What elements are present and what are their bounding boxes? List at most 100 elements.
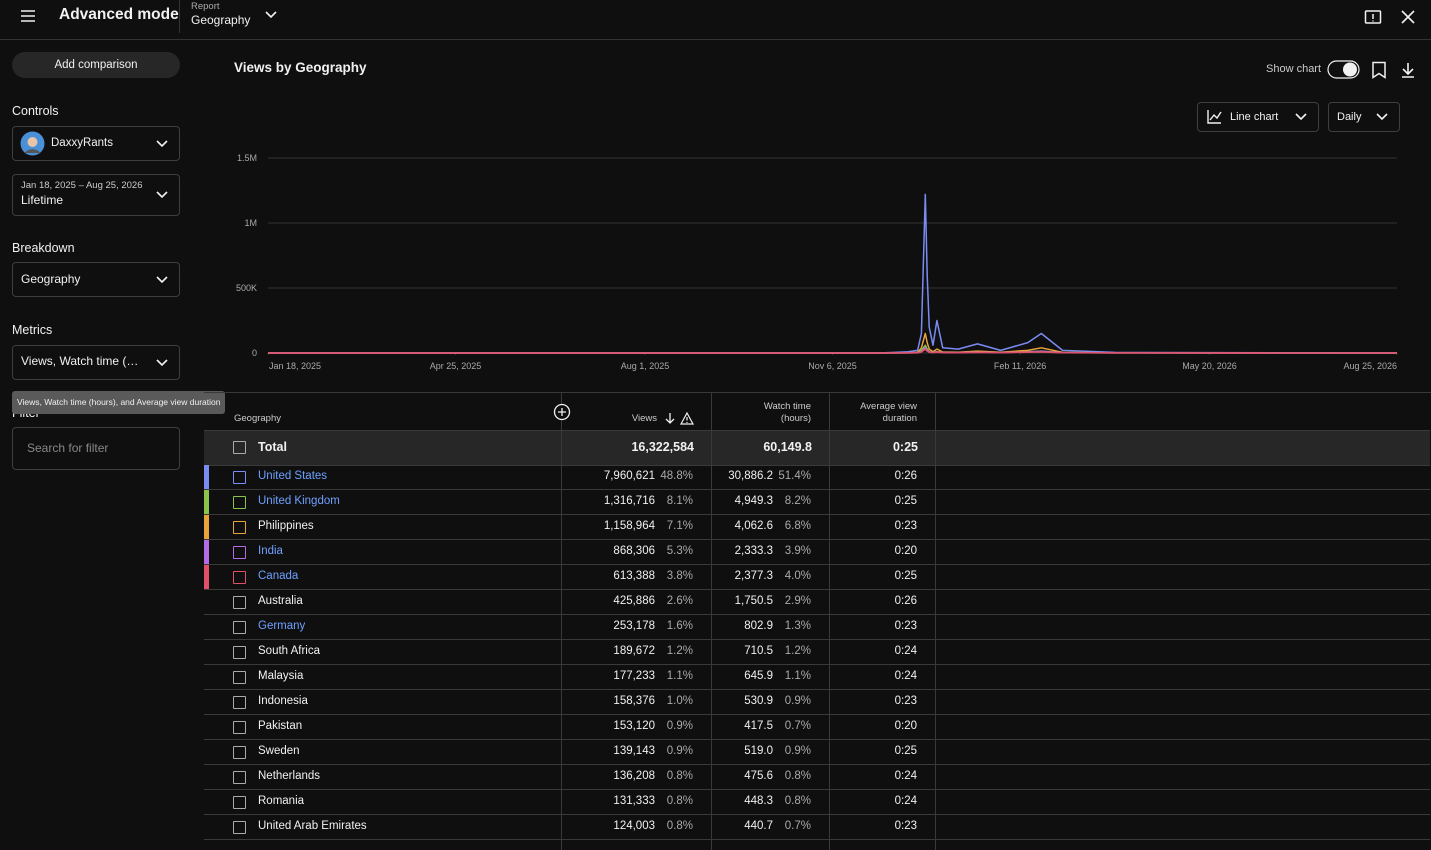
section-label: Breakdown (12, 241, 75, 255)
date-select[interactable] (12, 174, 180, 216)
sort-icons[interactable] (663, 412, 695, 426)
views: 124,003 (613, 820, 655, 832)
toggle[interactable] (1327, 60, 1360, 79)
top-bar (0, 0, 1431, 40)
watch-share: 0.7% (784, 720, 811, 732)
metrics-select[interactable] (12, 345, 180, 380)
views: 139,143 (613, 745, 655, 757)
menu-icon[interactable] (19, 8, 37, 24)
chevron[interactable] (1294, 111, 1308, 123)
row-color (204, 465, 209, 489)
report-value[interactable]: Geography (191, 13, 251, 27)
chevron[interactable] (155, 138, 169, 150)
country-name: Netherlands (258, 770, 321, 782)
row-separator (204, 514, 1430, 515)
column-header[interactable]: Average view duration (860, 401, 917, 424)
close-icon[interactable] (1400, 9, 1416, 25)
checkbox[interactable] (233, 796, 246, 809)
views: 7,960,621 (603, 470, 655, 482)
avg-duration: 0:24 (894, 770, 917, 782)
checkbox[interactable] (233, 521, 246, 534)
row-separator (204, 714, 1430, 715)
row-separator (204, 789, 1430, 790)
row-separator (204, 539, 1430, 540)
checkbox[interactable] (233, 596, 246, 609)
total-views: 16,322,584 (631, 440, 694, 454)
chevron[interactable] (1375, 111, 1389, 123)
views: 868,306 (613, 545, 655, 557)
views-share: 1.0% (666, 695, 693, 707)
country-name: Indonesia (258, 695, 308, 707)
row-separator (204, 614, 1430, 615)
add-comparison-button[interactable]: Add comparison (12, 52, 180, 78)
add-column-icon[interactable] (553, 403, 571, 421)
channel-name: DaxxyRants (51, 137, 113, 149)
country-link[interactable]: United Kingdom (258, 495, 340, 507)
avg-duration: 0:23 (894, 820, 917, 832)
checkbox[interactable] (233, 621, 246, 634)
checkbox[interactable] (233, 671, 246, 684)
checkbox[interactable] (233, 546, 246, 559)
chevron[interactable] (155, 189, 169, 201)
watch-time: 645.9 (744, 670, 773, 682)
column-divider (935, 393, 936, 850)
divider (179, 0, 180, 33)
channel-select[interactable] (12, 126, 180, 161)
watch-share: 2.9% (784, 595, 811, 607)
column-divider (561, 393, 562, 850)
row-color (204, 515, 209, 539)
download-icon[interactable] (1399, 61, 1417, 79)
checkbox[interactable] (233, 646, 246, 659)
country-name: Sweden (258, 745, 300, 757)
views-share: 1.6% (666, 620, 693, 632)
country-link[interactable]: Germany (258, 620, 306, 632)
avg-duration: 0:26 (894, 595, 917, 607)
line-chart-icon (1207, 110, 1222, 124)
watch-time: 448.3 (744, 795, 773, 807)
checkbox[interactable] (233, 496, 246, 509)
checkbox[interactable] (233, 696, 246, 709)
country-name: United Arab Emirates (258, 820, 367, 832)
x-tick-label: Apr 25, 2025 (430, 361, 482, 371)
avg-duration: 0:24 (894, 670, 917, 682)
chevron[interactable] (264, 9, 278, 21)
x-tick-label: Aug 25, 2026 (1343, 361, 1397, 371)
checkbox[interactable] (233, 746, 246, 759)
watch-share: 0.9% (784, 745, 811, 757)
row-color (204, 565, 209, 589)
row-separator (204, 664, 1430, 665)
country-link[interactable]: United States (258, 470, 328, 482)
row-separator (204, 814, 1430, 815)
checkbox[interactable] (233, 441, 246, 454)
country-link[interactable]: India (258, 545, 283, 557)
table-border (204, 392, 1431, 393)
column-header[interactable]: Views (631, 413, 657, 424)
views: 153,120 (613, 720, 655, 732)
checkbox[interactable] (233, 471, 246, 484)
bookmark-icon[interactable] (1371, 61, 1387, 79)
chevron[interactable] (155, 274, 169, 286)
y-tick-label: 1M (244, 218, 257, 228)
column-header[interactable]: Watch time (hours) (763, 401, 811, 424)
date-range: Jan 18, 2025 – Aug 25, 2026 (21, 180, 143, 191)
breakdown-select[interactable] (12, 262, 180, 297)
column-divider (829, 393, 830, 850)
y-tick-label: 1.5M (237, 153, 257, 163)
chevron[interactable] (155, 357, 169, 369)
interval-select[interactable] (1328, 102, 1400, 132)
x-tick-label: Nov 6, 2025 (808, 361, 857, 371)
checkbox[interactable] (233, 571, 246, 584)
watch-time: 1,750.5 (734, 595, 773, 607)
watch-time: 802.9 (744, 620, 773, 632)
views-share: 48.8% (660, 470, 693, 482)
checkbox[interactable] (233, 721, 246, 734)
checkbox[interactable] (233, 771, 246, 784)
avg-duration: 0:25 (894, 495, 917, 507)
country-link[interactable]: Canada (258, 570, 299, 582)
series-line (268, 344, 1398, 354)
filter-input[interactable] (12, 427, 180, 470)
chart-type-select[interactable] (1197, 102, 1319, 132)
checkbox[interactable] (233, 821, 246, 834)
feedback-icon[interactable] (1364, 9, 1382, 27)
total-row (204, 430, 1430, 466)
